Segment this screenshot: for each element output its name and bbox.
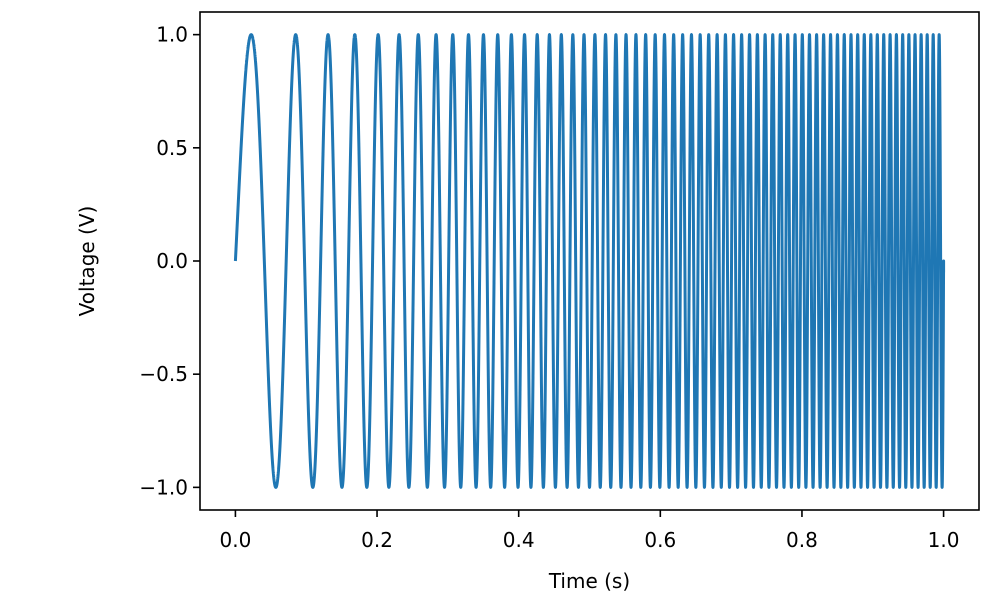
x-axis: 0.0 0.2 0.4 0.6 0.8 1.0 [220,510,960,552]
y-axis-label: Voltage (V) [75,206,99,317]
x-tick-label: 0.2 [361,528,393,552]
y-tick-label: −1.0 [139,475,188,499]
y-tick-label: 1.0 [156,23,188,47]
x-tick-label: 0.0 [220,528,252,552]
x-axis-label: Time (s) [548,569,630,593]
y-tick-label: 0.5 [156,136,188,160]
series-layer [233,33,946,489]
x-tick-label: 0.6 [644,528,676,552]
x-tick-label: 0.8 [786,528,818,552]
series-line-0 [233,33,946,489]
y-axis: −1.0 −0.5 0.0 0.5 1.0 [139,23,200,499]
x-tick-label: 1.0 [928,528,960,552]
x-tick-label: 0.4 [503,528,535,552]
y-tick-label: 0.0 [156,249,188,273]
y-tick-label: −0.5 [139,362,188,386]
